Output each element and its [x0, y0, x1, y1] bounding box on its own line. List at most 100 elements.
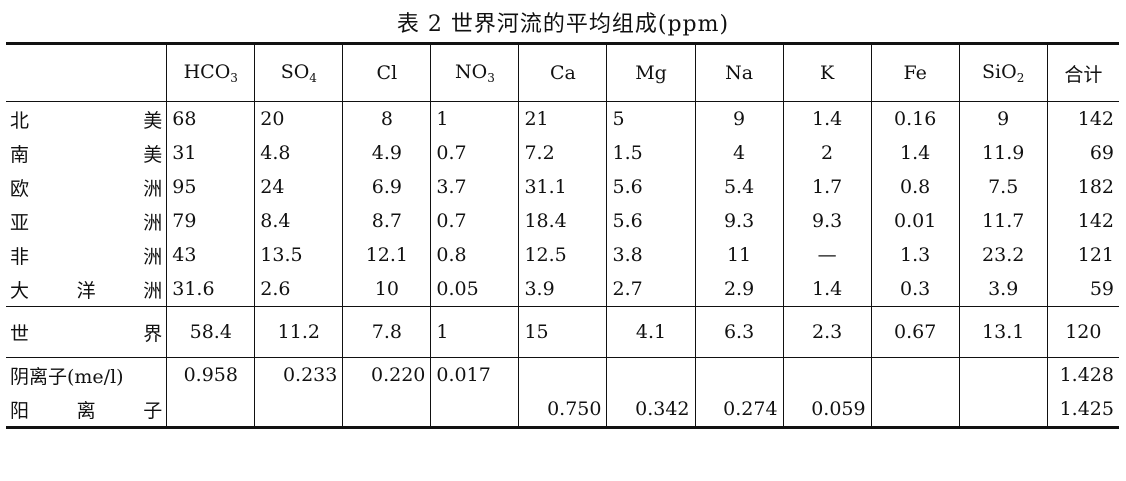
table-cell: 0.8 — [430, 238, 519, 272]
table-cell: 3.9 — [958, 272, 1048, 307]
row-label: 阳离子 — [6, 392, 167, 429]
table-cell: 0.342 — [606, 392, 696, 429]
column-header: SO4 — [254, 42, 343, 102]
table-cell: 1.425 — [1046, 392, 1119, 429]
table-cell: 9 — [694, 101, 784, 136]
table-cell: 79 — [166, 204, 255, 238]
table-cell: 31 — [166, 136, 255, 170]
table-row: 欧洲 95 24 6.9 3.7 31.1 5.6 5.4 1.7 0.8 7.5 182 — [6, 170, 1119, 204]
table-cell: 0.05 — [430, 272, 519, 307]
row-label: 南美 — [10, 143, 163, 166]
table-cell: 95 — [166, 170, 255, 204]
column-header-text: 合计 — [1064, 63, 1103, 86]
table-row: 北美 68 20 8 1 21 5 9 1.4 0.16 9 142 — [6, 101, 1119, 136]
table-cell: 1 — [430, 101, 519, 136]
table-cell: 182 — [1046, 170, 1119, 204]
table-cell: 6.3 — [694, 306, 784, 358]
table-cell: 0.958 — [166, 357, 255, 392]
column-header-text: Cl — [376, 62, 398, 84]
region-rows: 北美 68 20 8 1 21 5 9 1.4 0.16 9 142 南美 31 4.8 4.9 0.7 7.2 1… — [6, 101, 1119, 307]
table-cell: 0.3 — [870, 272, 960, 307]
column-header-text: Fe — [903, 62, 927, 84]
table-row: 非洲 43 13.5 12.1 0.8 12.5 3.8 11—1.3 23.2 121 — [6, 238, 1119, 272]
table-cell: 5.6 — [606, 170, 696, 204]
table-cell: 0.750 — [518, 392, 607, 429]
table-cell — [870, 357, 960, 392]
column-header: Fe — [870, 42, 960, 102]
table-cell: 6.9 — [342, 170, 431, 204]
table-cell: 11.2 — [254, 306, 343, 358]
header-row: HCO3 SO4 Cl NO3 Ca Mg Na K Fe SiO2 合计 — [6, 42, 1119, 102]
row-label: 阴离子(me/l) — [6, 357, 167, 392]
table-cell — [958, 357, 1048, 392]
table-cell: 0.220 — [342, 357, 431, 392]
table-cell — [342, 392, 431, 429]
header-corner — [6, 42, 167, 102]
table-cell: 31.6 — [166, 272, 255, 307]
table-cell — [694, 357, 784, 392]
table-cell: 7.5 — [958, 170, 1048, 204]
table-cell: 13.5 — [254, 238, 343, 272]
row-label: 北美 — [10, 109, 163, 132]
table-cell: 142 — [1046, 101, 1119, 136]
column-header-subscript: 3 — [230, 71, 238, 85]
table-row: 亚洲 79 8.4 8.7 0.7 18.4 5.6 9.3 9.3 0.01 11.7 142 — [6, 204, 1119, 238]
world-rows: 世界 58.4 11.2 7.8 1 15 4.1 6.3 2.3 0.67 13.1 120 — [6, 306, 1119, 358]
column-header-text: Ca — [550, 62, 576, 84]
table-cell: 0.7 — [430, 204, 519, 238]
table-cell: 11 — [694, 238, 784, 272]
row-label: 亚洲 — [10, 211, 163, 234]
table-cell — [606, 357, 696, 392]
table-cell: 15 — [518, 306, 607, 358]
table-cell: 4.1 — [606, 306, 696, 358]
table-cell: 43 — [166, 238, 255, 272]
table-cell: 2 — [782, 136, 872, 170]
column-header-text: Mg — [635, 62, 667, 84]
table-cell: 0.017 — [430, 357, 519, 392]
table-cell: 1 — [430, 306, 519, 358]
table-cell — [166, 392, 255, 429]
table-cell: — — [782, 238, 872, 272]
column-header: Ca — [518, 42, 607, 102]
table-cell — [870, 392, 960, 429]
table-cell: 21 — [518, 101, 607, 136]
table-cell: 12.1 — [342, 238, 431, 272]
table-cell: 3.8 — [606, 238, 696, 272]
table-cell: 59 — [1046, 272, 1119, 307]
table-cell: 0.274 — [694, 392, 784, 429]
table-row: 阳离子 0.750 0.342 0.274 0.059 1.425 — [6, 392, 1119, 429]
table-cell: 3.7 — [430, 170, 519, 204]
column-header-subscript: 3 — [487, 71, 495, 85]
table-cell: 1.3 — [870, 238, 960, 272]
row-label: 大洋洲 — [10, 279, 163, 302]
table-cell: 4 — [694, 136, 784, 170]
table-cell — [958, 392, 1048, 429]
table-cell: 142 — [1046, 204, 1119, 238]
table-cell — [254, 392, 343, 429]
table-cell: 0.059 — [782, 392, 872, 429]
table-cell: 1.7 — [782, 170, 872, 204]
table-cell — [430, 392, 519, 429]
column-header: K — [782, 42, 872, 102]
row-label: 世界 — [6, 306, 167, 358]
table-cell: 0.233 — [254, 357, 343, 392]
table-cell: 8 — [342, 101, 431, 136]
table-row: 阴离子(me/l) 0.958 0.233 0.220 0.017 1.428 — [6, 357, 1119, 392]
table-cell: 24 — [254, 170, 343, 204]
table-cell: 23.2 — [958, 238, 1048, 272]
table-cell: 0.16 — [870, 101, 960, 136]
table-cell: 4.8 — [254, 136, 343, 170]
table-cell: 2.3 — [782, 306, 872, 358]
table-cell: 9.3 — [782, 204, 872, 238]
table-cell: 5 — [606, 101, 696, 136]
column-header-text: Na — [725, 62, 754, 84]
column-header: SiO2 — [958, 42, 1048, 102]
column-header-text: HCO — [183, 61, 231, 83]
river-composition-table: HCO3 SO4 Cl NO3 Ca Mg Na K Fe SiO2 合计 北美 68 20 8 1 21 5 9… — [6, 42, 1119, 429]
table-cell: 31.1 — [518, 170, 607, 204]
table-cell: 4.9 — [342, 136, 431, 170]
table-cell: 5.6 — [606, 204, 696, 238]
column-header-subscript: 4 — [309, 71, 317, 85]
table-cell: 11.9 — [958, 136, 1048, 170]
